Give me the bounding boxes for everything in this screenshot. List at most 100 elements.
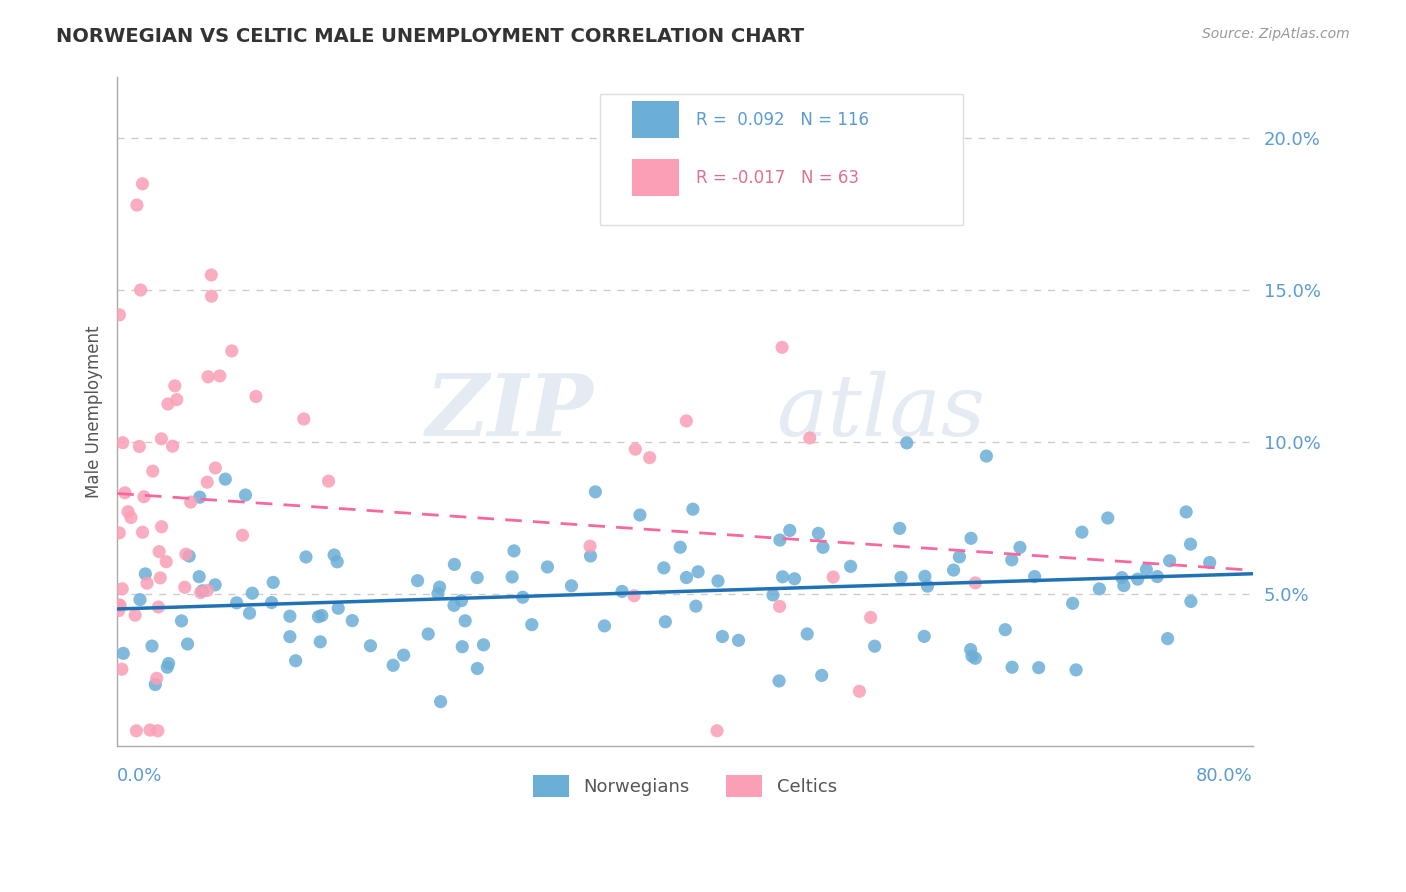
Point — [520, 617, 543, 632]
Text: ZIP: ZIP — [426, 370, 595, 453]
Point — [131, 177, 153, 191]
Point — [1112, 578, 1135, 592]
Point — [200, 289, 222, 303]
Point — [308, 609, 330, 624]
Point — [204, 461, 226, 475]
Point — [311, 608, 333, 623]
Point — [810, 668, 832, 682]
Point — [204, 578, 226, 592]
Point — [157, 657, 180, 671]
Point — [129, 283, 152, 297]
Legend: Norwegians, Celtics: Norwegians, Celtics — [526, 767, 844, 804]
Point — [779, 524, 801, 538]
Text: 0.0%: 0.0% — [117, 767, 163, 785]
Point — [111, 582, 134, 596]
Point — [799, 431, 821, 445]
Point — [141, 639, 163, 653]
Point — [912, 629, 935, 643]
Point — [426, 586, 449, 600]
Point — [225, 596, 247, 610]
Point — [976, 449, 998, 463]
Point — [146, 723, 169, 738]
Point — [284, 654, 307, 668]
Point — [450, 593, 472, 607]
Point — [1180, 594, 1202, 608]
Point — [560, 579, 582, 593]
Point — [221, 343, 243, 358]
Point — [443, 599, 465, 613]
Point — [173, 580, 195, 594]
Point — [624, 442, 647, 457]
Point — [1001, 553, 1024, 567]
Point — [823, 570, 845, 584]
Text: atlas: atlas — [776, 370, 984, 453]
Point — [579, 539, 602, 553]
Point — [176, 637, 198, 651]
Point — [120, 510, 142, 524]
Point — [501, 570, 523, 584]
Point — [465, 571, 488, 585]
Point — [1028, 661, 1050, 675]
FancyBboxPatch shape — [600, 95, 963, 225]
Point — [239, 606, 262, 620]
Point — [1001, 660, 1024, 674]
Text: 80.0%: 80.0% — [1197, 767, 1253, 785]
Point — [125, 723, 148, 738]
Point — [768, 673, 790, 688]
Point — [652, 561, 675, 575]
Point — [948, 549, 970, 564]
Point — [197, 369, 219, 384]
Point — [654, 615, 676, 629]
Point — [278, 609, 301, 624]
Point — [1088, 582, 1111, 596]
Point — [839, 559, 862, 574]
Point — [536, 560, 558, 574]
Point — [108, 525, 131, 540]
Point — [166, 392, 188, 407]
Point — [295, 549, 318, 564]
Point — [503, 544, 526, 558]
Point — [465, 661, 488, 675]
Point — [914, 569, 936, 583]
Point — [124, 608, 146, 623]
Point — [807, 526, 830, 541]
Point — [579, 549, 602, 563]
Point — [149, 571, 172, 585]
Point — [859, 610, 882, 624]
Point — [195, 475, 218, 490]
Point — [429, 580, 451, 594]
Point — [770, 340, 793, 354]
Point — [1146, 569, 1168, 583]
Point — [128, 440, 150, 454]
Point — [768, 599, 790, 614]
Point — [959, 642, 981, 657]
Point — [669, 541, 692, 555]
Point — [342, 614, 364, 628]
Point — [108, 598, 131, 612]
Point — [1156, 632, 1178, 646]
Point — [155, 555, 177, 569]
Point — [129, 592, 152, 607]
Point — [262, 575, 284, 590]
Point — [706, 723, 728, 738]
Point — [623, 589, 645, 603]
Point — [638, 450, 661, 465]
Point — [593, 619, 616, 633]
Point — [675, 570, 697, 584]
Point — [200, 268, 222, 282]
Point — [685, 599, 707, 614]
Point — [1175, 505, 1198, 519]
Point — [1198, 556, 1220, 570]
Point — [1135, 562, 1157, 576]
Point — [240, 586, 263, 600]
Point — [863, 639, 886, 653]
Point — [188, 569, 211, 583]
Point — [772, 570, 794, 584]
Point — [1008, 541, 1031, 555]
Point — [359, 639, 381, 653]
Point — [292, 412, 315, 426]
Point — [214, 472, 236, 486]
Point — [1126, 572, 1149, 586]
Point — [125, 198, 148, 212]
Point — [1062, 596, 1084, 610]
